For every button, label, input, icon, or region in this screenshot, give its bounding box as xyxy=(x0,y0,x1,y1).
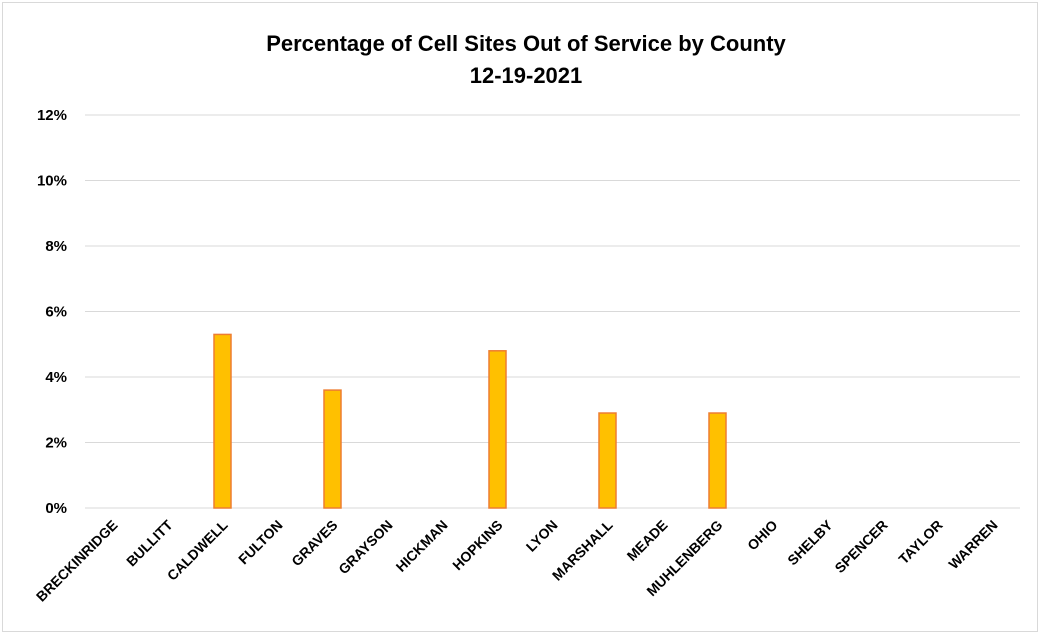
y-axis-ticks: 0% 2% 4% 6% 8% 10% 12% xyxy=(37,107,67,517)
bar-caldwell xyxy=(213,333,232,509)
x-tick-label-fulton: FULTON xyxy=(235,517,286,568)
y-tick-label: 10% xyxy=(37,173,67,190)
bar-marshall xyxy=(598,412,617,509)
y-tick-label: 12% xyxy=(37,107,67,124)
x-tick-label-spencer: SPENCER xyxy=(831,517,890,576)
bar-hopkins xyxy=(488,350,507,509)
bar-muhlenberg xyxy=(708,412,727,509)
bar-graves xyxy=(323,389,342,509)
chart-title: Percentage of Cell Sites Out of Service … xyxy=(266,31,786,56)
chart-subtitle: 12-19-2021 xyxy=(470,63,583,88)
y-tick-label: 4% xyxy=(45,369,67,386)
y-tick-label: 6% xyxy=(45,304,67,321)
x-tick-label-warren: WARREN xyxy=(945,517,1000,572)
y-tick-label: 0% xyxy=(45,500,67,517)
gridlines xyxy=(85,114,1020,509)
x-tick-label-graves: GRAVES xyxy=(288,517,340,569)
x-tick-label-hopkins: HOPKINS xyxy=(449,517,505,573)
x-tick-label-taylor: TAYLOR xyxy=(895,517,945,567)
x-tick-label-lyon: LYON xyxy=(523,517,561,555)
y-tick-label: 8% xyxy=(45,238,67,255)
x-tick-label-grayson: GRAYSON xyxy=(335,517,395,577)
bars xyxy=(213,333,727,509)
x-tick-label-meade: MEADE xyxy=(624,517,671,564)
x-tick-label-bullitt: BULLITT xyxy=(123,516,176,569)
x-tick-label-ohio: OHIO xyxy=(744,517,781,554)
x-tick-label-hickman: HICKMAN xyxy=(393,517,451,575)
x-tick-label-shelby: SHELBY xyxy=(784,516,836,568)
y-tick-label: 2% xyxy=(45,435,67,452)
x-tick-label-breckinridge: BRECKINRIDGE xyxy=(33,517,121,605)
chart-svg: Percentage of Cell Sites Out of Service … xyxy=(33,31,1020,605)
